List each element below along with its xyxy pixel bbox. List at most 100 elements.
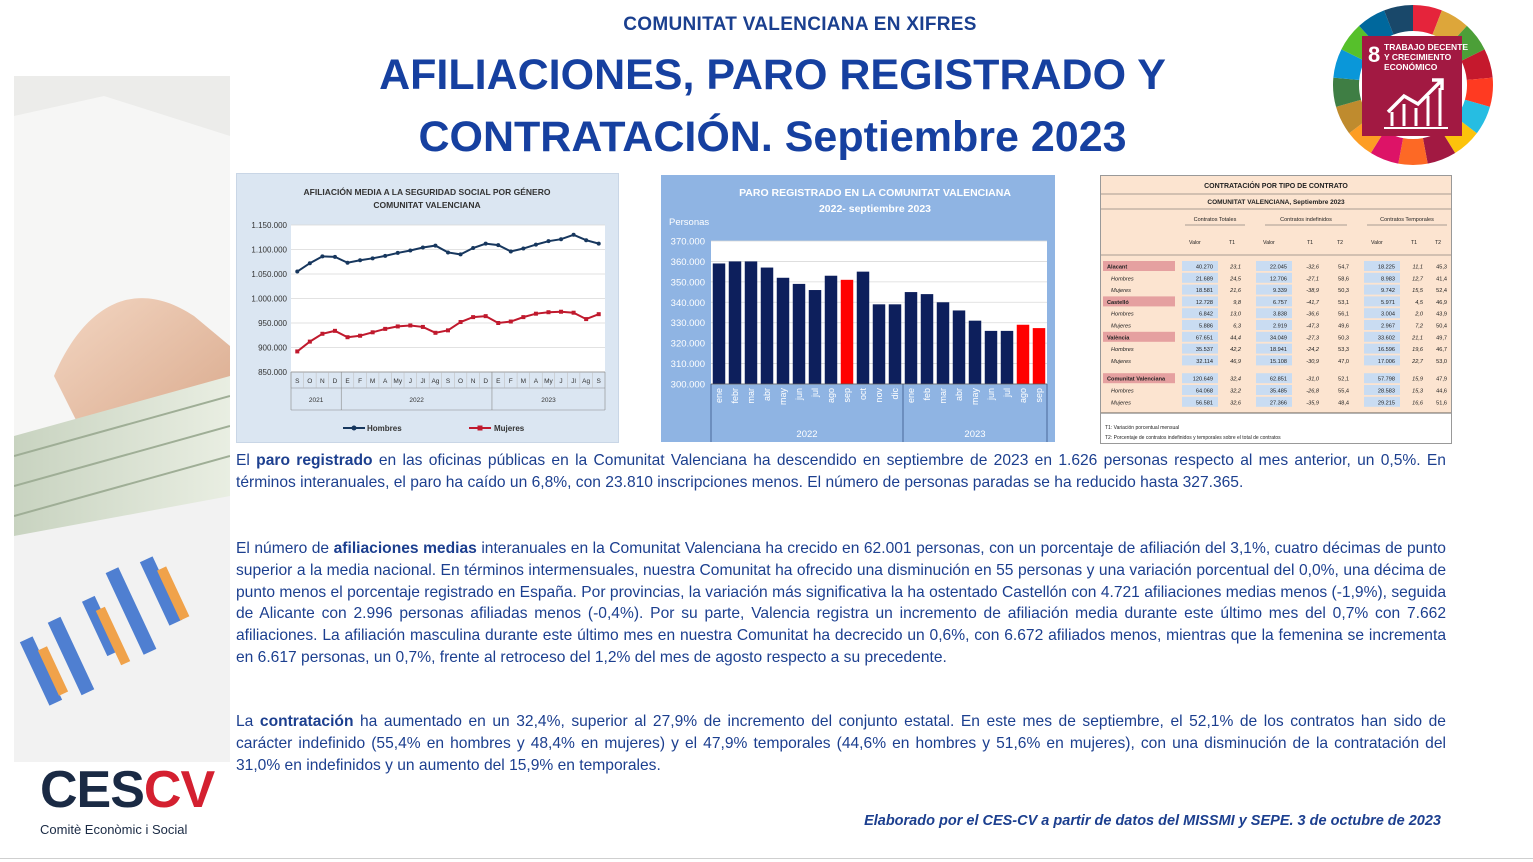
table-cell: 15,5 <box>1412 288 1424 294</box>
chart1-point-hombres <box>458 252 463 257</box>
chart1-point-mujeres <box>521 315 526 320</box>
table-cell: 47,9 <box>1436 377 1447 383</box>
chart2-title: PARO REGISTRADO EN LA COMUNITAT VALENCIA… <box>739 187 1011 199</box>
table-cell: 32,2 <box>1230 389 1242 395</box>
table-cell: 58,6 <box>1338 276 1349 282</box>
chart2-bar <box>856 271 870 384</box>
chart2-bar <box>872 304 886 384</box>
chart1-point-mujeres <box>307 339 312 344</box>
sdg-text-1: TRABAJO DECENTE <box>1384 42 1468 52</box>
table-cell-bg <box>1182 308 1218 319</box>
table-cell-bg <box>1364 272 1400 283</box>
paragraph-contratacion: La contratación ha aumentado en un 32,4%… <box>236 713 1446 774</box>
logo-subtitle: Comitè Econòmic i Social <box>40 822 188 837</box>
sdg-ring-segment <box>1398 138 1428 165</box>
chart1-xtick-label: F <box>358 378 362 385</box>
unemployment-bar-chart: PARO REGISTRADO EN LA COMUNITAT VALENCIA… <box>661 175 1055 442</box>
chart2-ytick-label: 340.000 <box>671 298 705 309</box>
chart1-xtick-label: O <box>458 378 463 385</box>
table-row-label: Mujeres <box>1111 400 1131 406</box>
table-cell: 41,4 <box>1436 276 1447 282</box>
chart1-ytick-label: 1.150.000 <box>251 221 287 230</box>
sdg-number: 8 <box>1368 42 1380 67</box>
table-cell-bg <box>1256 331 1292 342</box>
table-cell: 67.651 <box>1196 335 1213 341</box>
contratacion-bold: contratación <box>259 713 354 730</box>
chart1-point-hombres <box>295 269 300 274</box>
contracts-table-svg: CONTRATACIÓN POR TIPO DE CONTRATO COMUNI… <box>1101 176 1451 441</box>
chart1-ytick-label: 950.000 <box>258 319 287 328</box>
chart2-bar <box>824 275 838 384</box>
table-cell: -31,0 <box>1306 377 1320 383</box>
table-cell: 16.596 <box>1378 347 1395 353</box>
page-title: AFILIACIONES, PARO REGISTRADO Y CONTRATA… <box>250 44 1295 168</box>
table-cell: 28.583 <box>1378 389 1395 395</box>
table-cell: 6,3 <box>1233 324 1242 330</box>
unemployment-chart-svg: PARO REGISTRADO EN LA COMUNITAT VALENCIA… <box>669 187 1048 442</box>
table-cell: 9,8 <box>1233 300 1242 306</box>
legend-hombres-label: Hombres <box>367 424 402 433</box>
table-cell: 9.339 <box>1273 288 1287 294</box>
table-cell-bg <box>1182 272 1218 283</box>
chart1-point-mujeres <box>596 312 601 317</box>
chart2-bar <box>952 310 966 384</box>
sdg-ring-segment <box>1384 5 1413 35</box>
table-cell: 50,3 <box>1338 288 1349 294</box>
table-cell-bg <box>1182 261 1218 271</box>
table-cell: -27,3 <box>1306 335 1320 341</box>
table-cell: 62.851 <box>1270 377 1287 383</box>
table-cell: 43,9 <box>1436 312 1447 318</box>
table-cell: 49,6 <box>1338 324 1349 330</box>
table-cell: 22,7 <box>1411 359 1424 365</box>
table-cell-bg <box>1364 396 1400 407</box>
table-cell: 55,4 <box>1338 389 1349 395</box>
table-cell: 18.581 <box>1196 288 1213 294</box>
chart1-xtick-label: Jl <box>571 378 576 385</box>
table-cell: 21,1 <box>1411 335 1423 341</box>
table-row: Hombres 21.689 24,5 12.706 -27,1 58,6 8.983 12,… <box>1111 272 1447 283</box>
chart2-year-label: 2022 <box>796 429 817 440</box>
chart2-year-label: 2023 <box>964 429 985 440</box>
legend-mujeres-label: Mujeres <box>494 424 525 433</box>
table-column-header: Valor <box>1263 240 1275 246</box>
chart1-point-hombres <box>446 250 450 255</box>
chart2-bar <box>840 279 854 384</box>
chart2-xtick-label: nov <box>874 388 884 403</box>
table-cell-bg <box>1256 284 1292 295</box>
table-cell: 35.537 <box>1196 347 1213 353</box>
table-column-header: T2 <box>1337 240 1343 246</box>
chart2-ytick-label: 300.000 <box>671 380 705 391</box>
table-cell-bg <box>1182 320 1218 330</box>
chart2-bar <box>808 290 822 384</box>
sdg-text-2: Y CRECIMIENTO <box>1384 52 1452 62</box>
table-cell: 29.215 <box>1378 400 1395 406</box>
sdg-ring-segment <box>1464 77 1493 107</box>
sdg-ring-segment <box>1422 130 1456 164</box>
chart1-ytick-label: 1.000.000 <box>251 295 287 304</box>
contracts-table: CONTRATACIÓN POR TIPO DE CONTRATO COMUNI… <box>1100 175 1452 444</box>
chart1-xtick-label: M <box>370 378 375 385</box>
table-cell: 46,9 <box>1436 300 1447 306</box>
chart1-point-hombres <box>521 246 526 251</box>
chart2-xtick-label: may <box>778 388 788 406</box>
table-cell: 32,6 <box>1230 400 1242 406</box>
table-cell: 46,9 <box>1230 359 1241 365</box>
table-cell-bg <box>1256 320 1292 330</box>
chart2-ytick-label: 350.000 <box>671 277 705 288</box>
table-cell: -26,8 <box>1306 389 1320 395</box>
sdg-ring-segment <box>1336 99 1370 134</box>
table-cell: 64.068 <box>1196 389 1213 395</box>
chart2-xtick-label: oct <box>858 388 868 401</box>
chart1-point-mujeres <box>395 324 400 329</box>
chart1-point-hombres <box>395 250 400 255</box>
chart1-point-hombres <box>546 239 551 244</box>
table-row: Alacant 40.270 23,1 22.045 -32,6 54,7 18.225 11… <box>1103 261 1447 271</box>
chart1-point-hombres <box>307 261 312 266</box>
table-row-label: Alacant <box>1107 265 1127 271</box>
chart1-xtick-label: Ag <box>582 378 590 385</box>
table-note-2: T2: Porcentaje de contratos indefinidos … <box>1105 435 1281 441</box>
table-cell: 15,9 <box>1412 377 1423 383</box>
table-cell: 56,1 <box>1338 312 1349 318</box>
chart1-point-mujeres <box>345 335 350 340</box>
table-row-label: Comunitat Valenciana <box>1107 377 1166 383</box>
